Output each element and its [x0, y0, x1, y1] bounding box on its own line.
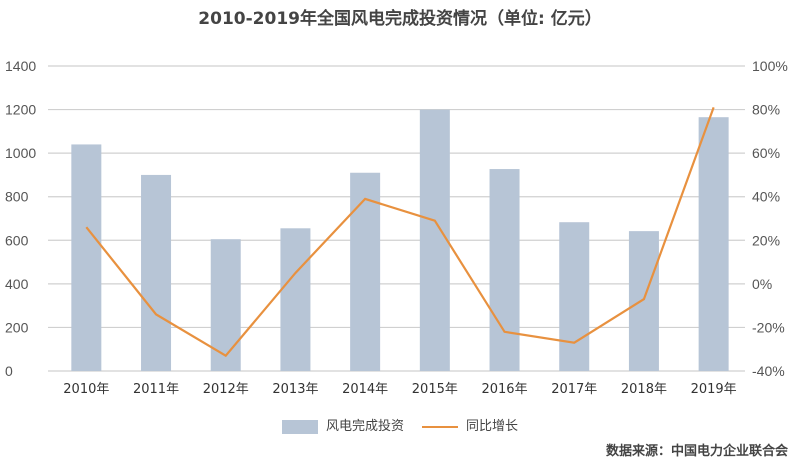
y-right-tick: 0% — [752, 276, 772, 292]
x-tick: 2011年 — [133, 382, 179, 397]
bar — [628, 231, 659, 371]
x-tick: 2018年 — [621, 382, 667, 397]
growth-line — [85, 107, 715, 358]
x-tick: 2012年 — [203, 382, 249, 397]
chart-title: 2010-2019年全国风电完成投资情况（单位: 亿元） — [198, 9, 602, 29]
legend-item-line: 同比增长 — [422, 415, 518, 434]
y-right-tick: 100% — [752, 58, 788, 74]
bar — [210, 239, 241, 371]
y-right-tick: 40% — [752, 189, 780, 205]
bar — [698, 117, 729, 371]
bar — [280, 228, 311, 371]
bar — [350, 172, 381, 371]
bar — [419, 109, 450, 372]
y-right-tick: 20% — [752, 232, 780, 248]
legend-label: 同比增长 — [466, 419, 519, 434]
y-left-tick: 200 — [5, 319, 29, 335]
legend: 风电完成投资 同比增长 — [0, 415, 800, 434]
y-right-tick: 80% — [752, 102, 780, 118]
y-left-tick: 0 — [5, 363, 13, 379]
bar — [71, 144, 102, 371]
bar — [489, 169, 520, 371]
y-left-tick: 1200 — [5, 102, 36, 118]
line-swatch — [422, 425, 458, 428]
x-tick: 2019年 — [691, 382, 737, 397]
y-left-tick: 400 — [5, 276, 29, 292]
y-left-tick: 1400 — [5, 58, 36, 74]
y-left-tick: 1000 — [5, 145, 36, 161]
x-tick: 2014年 — [342, 382, 388, 397]
bar — [141, 174, 172, 371]
x-tick: 2013年 — [272, 382, 318, 397]
bar — [559, 222, 590, 371]
y-left-tick: 600 — [5, 232, 29, 248]
x-tick: 2010年 — [63, 382, 109, 397]
y-right-tick: -20% — [752, 319, 785, 335]
source-note: 数据来源：中国电力企业联合会 — [605, 444, 788, 459]
x-tick: 2016年 — [481, 382, 527, 397]
x-tick: 2015年 — [412, 382, 458, 397]
y-left-tick: 800 — [5, 189, 29, 205]
bar-swatch — [281, 419, 318, 434]
legend-label: 风电完成投资 — [325, 419, 404, 434]
x-tick: 2017年 — [551, 382, 597, 397]
y-right-tick: -40% — [752, 363, 785, 379]
y-right-tick: 60% — [752, 145, 780, 161]
legend-item-bar: 风电完成投资 — [281, 415, 404, 434]
